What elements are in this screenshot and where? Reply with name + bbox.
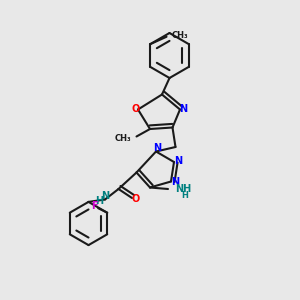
Text: CH₃: CH₃ — [172, 31, 188, 40]
Text: N: N — [153, 143, 161, 153]
Text: NH: NH — [176, 184, 192, 194]
Text: O: O — [131, 103, 140, 114]
Text: N: N — [171, 177, 180, 188]
Text: H: H — [95, 196, 103, 206]
Text: H: H — [181, 191, 188, 200]
Text: N: N — [179, 103, 187, 114]
Text: F: F — [91, 201, 97, 211]
Text: N: N — [101, 191, 109, 201]
Text: CH₃: CH₃ — [115, 134, 131, 143]
Text: O: O — [131, 194, 140, 205]
Text: N: N — [174, 156, 183, 166]
